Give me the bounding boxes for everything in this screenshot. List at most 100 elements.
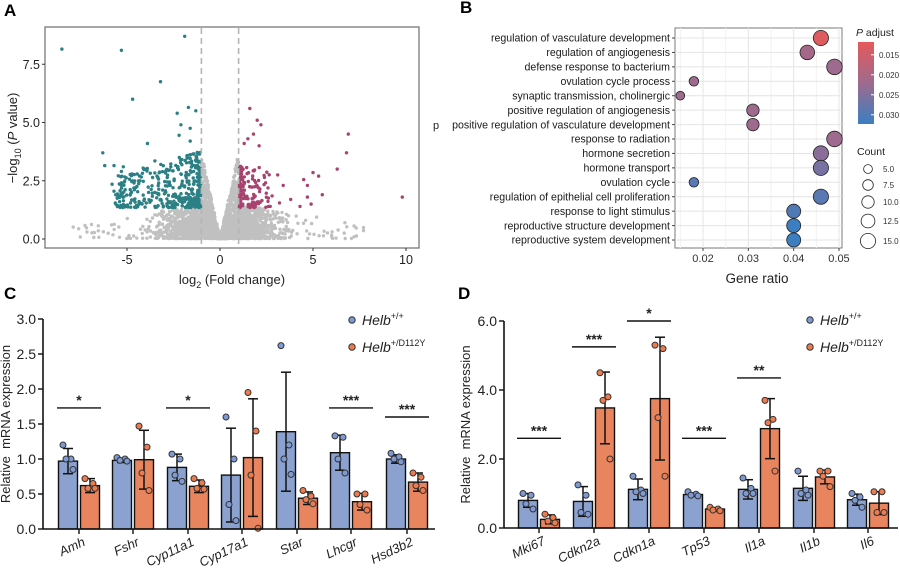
volcano-point-ns: [276, 236, 280, 241]
volcano-point-down: [130, 97, 135, 101]
volcano-point-ns: [206, 235, 210, 239]
volcano-point-down: [178, 197, 183, 201]
volcano-point-ns: [175, 224, 180, 229]
volcano-point-ns: [132, 234, 136, 238]
gene-label: Il1a: [742, 533, 767, 555]
volcano-point-ns: [236, 232, 241, 236]
volcano-point-up: [246, 179, 250, 184]
volcano-point-up: [257, 144, 261, 148]
volcano-point-up: [256, 178, 261, 183]
volcano-point-ns: [174, 236, 178, 241]
volcano-point-ns: [168, 220, 173, 224]
volcano-point-up: [264, 191, 268, 195]
volcano-point-ns: [234, 223, 238, 227]
volcano-point-up: [246, 197, 250, 201]
data-point: [198, 479, 206, 487]
y-tick-label: 1.5: [17, 416, 37, 432]
volcano-point-ns: [361, 228, 366, 233]
volcano-point-ns: [226, 203, 230, 207]
volcano-point-ns: [111, 233, 115, 237]
volcano-point-up: [344, 151, 349, 155]
term-label: reproductive system development: [512, 235, 670, 247]
volcano-point-up: [400, 195, 404, 199]
volcano-point-down: [141, 179, 145, 183]
term-label: reproductive structure development: [504, 220, 670, 232]
y-tick-label: 6.0: [478, 313, 498, 329]
gene-label: Cdkn1a: [610, 533, 657, 566]
data-point: [331, 432, 339, 440]
volcano-point-ns: [286, 214, 291, 218]
volcano-point-down: [157, 187, 161, 191]
volcano-point-ns: [307, 232, 312, 236]
volcano-point-down: [135, 172, 139, 176]
volcano-point-down: [169, 165, 173, 169]
data-point: [529, 505, 537, 513]
volcano-point-ns: [254, 231, 258, 235]
y-tick-label: 4.0: [478, 382, 498, 398]
volcano-point-down: [136, 190, 140, 194]
data-point: [193, 484, 201, 492]
volcano-point-down: [161, 188, 165, 192]
volcano-point-ns: [229, 190, 234, 194]
volcano-point-up: [245, 165, 249, 170]
legend-label: Helb+/D112Y: [820, 338, 883, 355]
enrichment-dot: [812, 159, 829, 176]
volcano-point-ns: [336, 228, 340, 232]
volcano-point-down: [166, 204, 170, 209]
volcano-point-ns: [106, 231, 110, 235]
y-tick-label: 5.0: [23, 116, 40, 130]
volcano-point-ns: [273, 213, 277, 218]
volcano-point-down: [128, 201, 133, 205]
volcano-point-down: [119, 175, 123, 179]
volcano-point-down: [167, 201, 172, 205]
panel-label-c: C: [4, 284, 16, 303]
volcano-point-up: [242, 182, 246, 186]
y-label-text: −log: [5, 158, 20, 183]
enrichment-dot: [675, 90, 686, 101]
volcano-point-down: [191, 197, 195, 202]
volcano-point-down: [159, 162, 163, 167]
volcano-point-ns: [309, 221, 314, 226]
data-point: [397, 458, 405, 466]
volcano-point-ns: [274, 216, 278, 220]
term-label: regulation of angiogenesis: [546, 47, 670, 59]
data-point: [145, 487, 153, 494]
volcano-point-ns: [148, 235, 153, 239]
volcano-point-ns: [77, 227, 81, 231]
significance-stars: *: [76, 392, 82, 408]
volcano-point-ns: [232, 213, 237, 217]
volcano-point-ns: [281, 220, 285, 224]
volcano-point-ns: [198, 223, 202, 227]
volcano-point-down: [127, 177, 132, 181]
volcano-point-ns: [249, 215, 254, 219]
volcano-point-down: [112, 189, 116, 193]
volcano-point-down: [141, 193, 145, 197]
volcano-point-down: [112, 163, 116, 168]
volcano-point-ns: [352, 224, 356, 228]
legend-label: Helb+/D112Y: [362, 338, 425, 355]
y-label-text: (: [5, 140, 20, 149]
data-point: [309, 500, 317, 508]
volcano-point-up: [320, 193, 324, 197]
volcano-point-ns: [277, 233, 281, 238]
legend-gene-name: Helb: [820, 339, 849, 355]
data-point: [764, 419, 772, 427]
volcano-point-up: [263, 181, 268, 185]
volcano-point-down: [194, 109, 198, 113]
volcano-point-ns: [187, 236, 192, 241]
volcano-point-up: [242, 175, 246, 179]
enrichment-dot: [812, 188, 829, 205]
volcano-point-ns: [257, 211, 261, 216]
volcano-point-down: [165, 197, 169, 201]
volcano-point-ns: [334, 236, 338, 240]
volcano-point-ns: [155, 224, 159, 228]
data-point: [826, 483, 834, 491]
data-point: [851, 496, 859, 504]
data-point: [694, 492, 702, 500]
y-tick-label: 2.0: [17, 381, 37, 397]
volcano-point-down: [174, 195, 178, 199]
volcano-point-ns: [247, 230, 251, 234]
volcano-point-down: [179, 172, 183, 176]
volcano-point-ns: [266, 230, 270, 234]
